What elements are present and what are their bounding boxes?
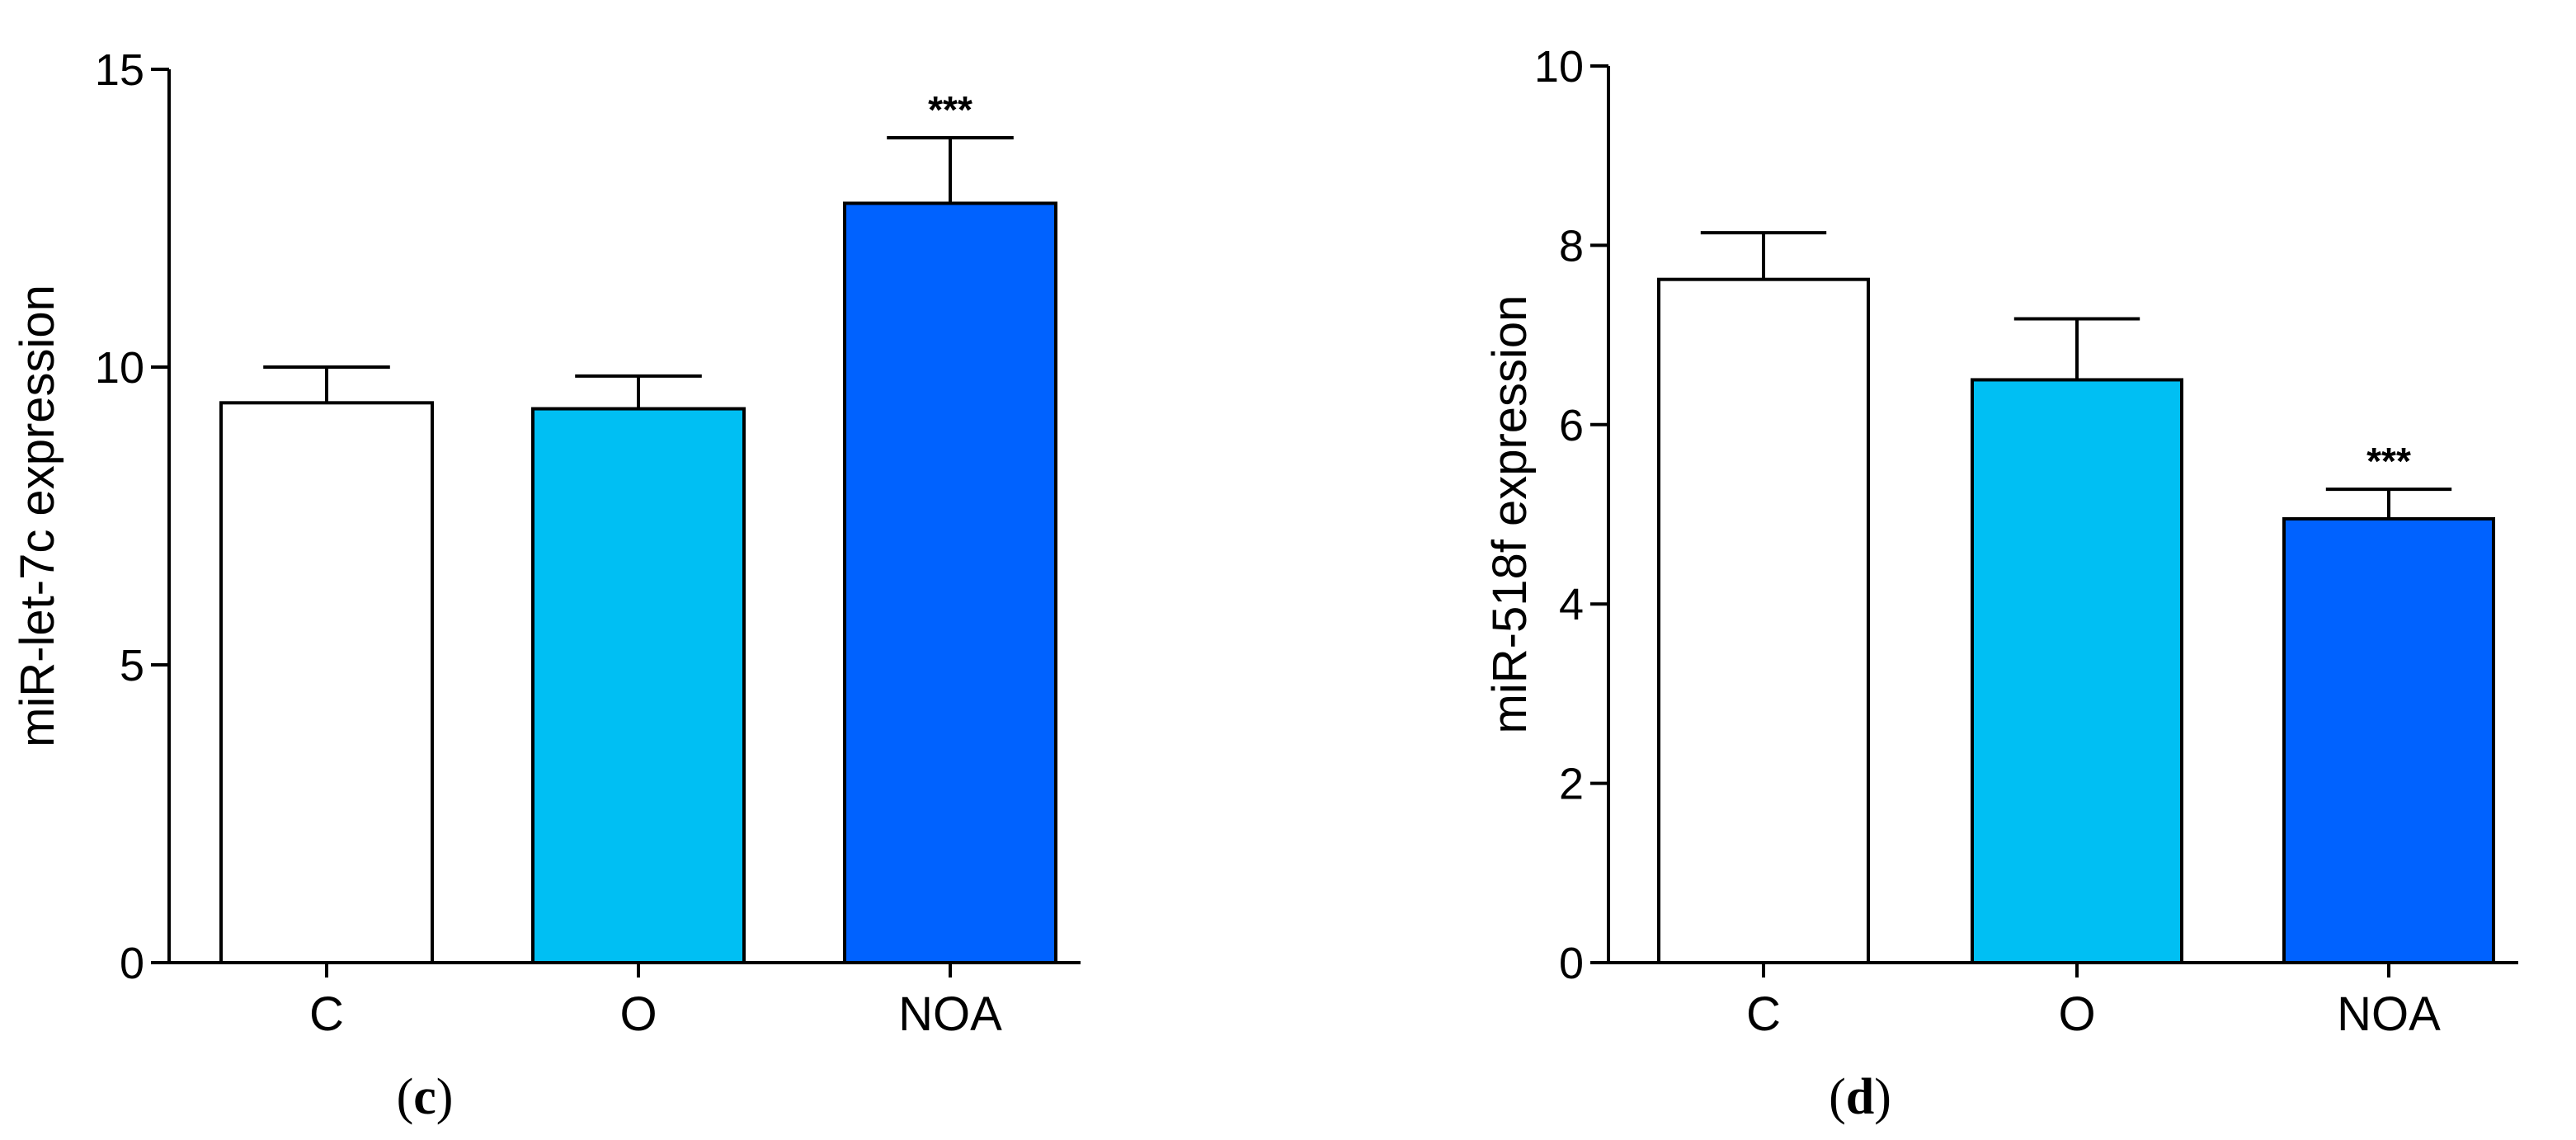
x-tick-label: O (619, 987, 657, 1041)
y-tick-label: 8 (1559, 221, 1584, 271)
y-axis-label: miR-518f expression (1483, 295, 1537, 734)
x-tick-label: C (309, 987, 344, 1041)
y-tick-label: 4 (1559, 580, 1584, 629)
bar (531, 407, 746, 965)
panel-d: 0 2 4 6 8 10 C O *** NOA miR-518f expression (d) (1483, 42, 2518, 1125)
x-tick-label: NOA (2337, 987, 2441, 1041)
y-tick-label: 2 (1559, 760, 1584, 809)
y-tick-label: 0 (120, 939, 144, 988)
bar (2282, 516, 2495, 964)
x-tick-label: C (1746, 987, 1781, 1041)
bar (1657, 277, 1870, 964)
y-tick-label: 5 (120, 641, 144, 690)
panel-c: 0 5 10 15 C O *** NOA miR-let-7c expression (c) (11, 45, 1081, 1125)
bar (219, 401, 434, 964)
x-tick-label: O (2058, 987, 2095, 1041)
significance-marker: *** (2366, 440, 2411, 483)
bar (1971, 378, 2183, 964)
y-tick-label: 0 (1559, 939, 1584, 988)
panel-letter: d (1846, 1069, 1874, 1125)
x-tick-label: NOA (898, 987, 1002, 1041)
y-tick-label: 10 (95, 343, 144, 393)
panel-letter: c (413, 1069, 436, 1125)
panel-caption: (c) (397, 1069, 454, 1125)
y-tick-label: 15 (95, 45, 144, 95)
panel-caption: (d) (1829, 1069, 1891, 1125)
bar (843, 201, 1057, 964)
y-tick-label: 10 (1534, 42, 1584, 92)
y-axis-label: miR-let-7c expression (11, 285, 64, 747)
y-tick-label: 6 (1559, 401, 1584, 450)
significance-marker: *** (928, 88, 972, 131)
